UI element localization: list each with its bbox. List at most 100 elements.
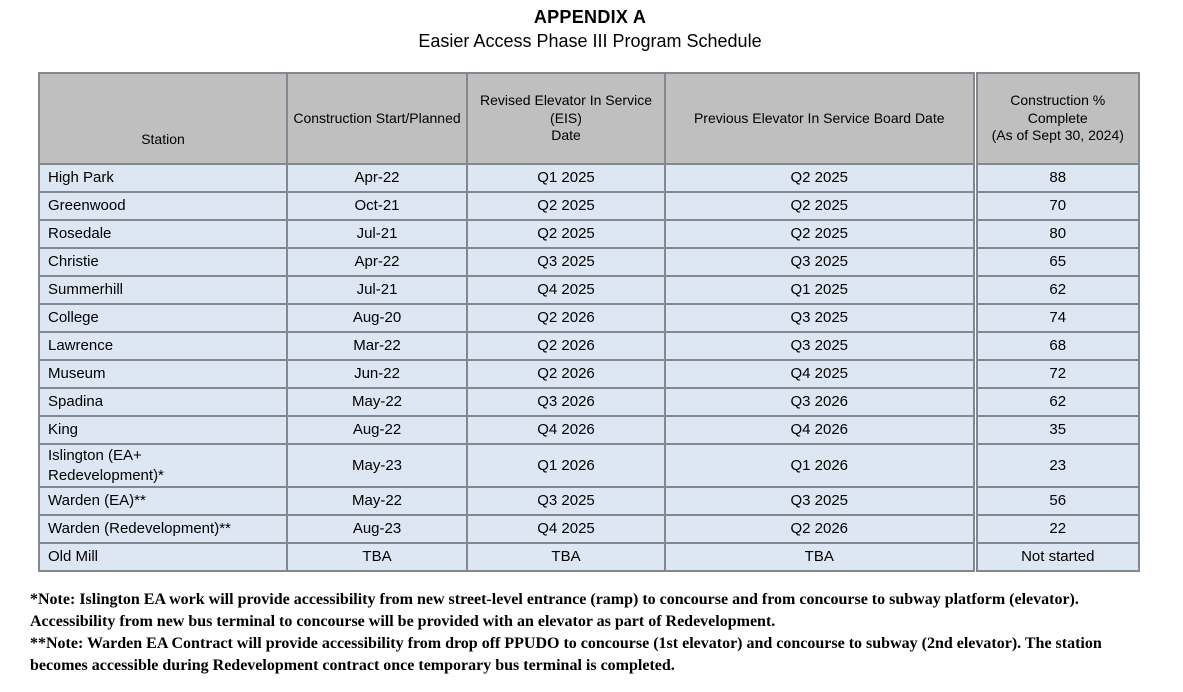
cell-previous_board_date: Q2 2026 [664, 514, 976, 544]
cell-pct_complete: 68 [972, 331, 1140, 361]
table-row: Rosedale Jul-21 Q2 2025 Q2 2025 80 [38, 219, 1140, 249]
cell-revised_eis: TBA [466, 542, 666, 572]
cell-construction_start: Apr-22 [286, 247, 468, 277]
cell-revised_eis: Q1 2025 [466, 163, 666, 193]
cell-previous_board_date: Q3 2026 [664, 387, 976, 417]
cell-station: Warden (Redevelopment)** [38, 514, 288, 544]
cell-construction_start: Jul-21 [286, 275, 468, 305]
column-header-station: Station [38, 72, 288, 165]
cell-station: Museum [38, 359, 288, 389]
cell-revised_eis: Q3 2025 [466, 486, 666, 516]
cell-construction_start: Aug-20 [286, 303, 468, 333]
cell-construction_start: Jun-22 [286, 359, 468, 389]
cell-construction_start: Jul-21 [286, 219, 468, 249]
cell-pct_complete: Not started [972, 542, 1140, 572]
cell-previous_board_date: Q3 2025 [664, 247, 976, 277]
cell-station: Spadina [38, 387, 288, 417]
cell-station: Summerhill [38, 275, 288, 305]
title-block: APPENDIX A Easier Access Phase III Progr… [40, 7, 1140, 52]
column-header-construction-start: Construction Start/Planned [286, 72, 468, 165]
cell-previous_board_date: Q1 2025 [664, 275, 976, 305]
cell-pct_complete: 70 [972, 191, 1140, 221]
table-body: High Park Apr-22 Q1 2025 Q2 2025 88 Greenwood… [38, 163, 1140, 572]
table-row: Summerhill Jul-21 Q4 2025 Q1 2025 62 [38, 275, 1140, 305]
cell-station: King [38, 415, 288, 445]
cell-construction_start: Aug-22 [286, 415, 468, 445]
cell-construction_start: May-22 [286, 486, 468, 516]
cell-previous_board_date: Q1 2026 [664, 443, 976, 488]
cell-pct_complete: 72 [972, 359, 1140, 389]
footnote-warden: **Note: Warden EA Contract will provide … [30, 635, 1102, 675]
cell-construction_start: Apr-22 [286, 163, 468, 193]
cell-pct_complete: 65 [972, 247, 1140, 277]
cell-pct_complete: 22 [972, 514, 1140, 544]
cell-revised_eis: Q2 2025 [466, 191, 666, 221]
page-subtitle: Easier Access Phase III Program Schedule [418, 31, 762, 51]
column-header-pct-complete: Construction % Complete (As of Sept 30, … [972, 72, 1140, 165]
table-row: King Aug-22 Q4 2026 Q4 2026 35 [38, 415, 1140, 445]
cell-pct_complete: 80 [972, 219, 1140, 249]
cell-revised_eis: Q4 2025 [466, 514, 666, 544]
table-row: Greenwood Oct-21 Q2 2025 Q2 2025 70 [38, 191, 1140, 221]
table-header: Station Construction Start/Planned Revis… [38, 72, 1140, 165]
table-row: College Aug-20 Q2 2026 Q3 2025 74 [38, 303, 1140, 333]
cell-construction_start: May-22 [286, 387, 468, 417]
cell-station: Greenwood [38, 191, 288, 221]
page-title: APPENDIX A [533, 7, 647, 27]
cell-previous_board_date: Q3 2025 [664, 303, 976, 333]
cell-revised_eis: Q4 2025 [466, 275, 666, 305]
cell-construction_start: TBA [286, 542, 468, 572]
cell-revised_eis: Q4 2026 [466, 415, 666, 445]
cell-pct_complete: 62 [972, 387, 1140, 417]
cell-station: College [38, 303, 288, 333]
cell-station: Islington (EA+ Redevelopment)* [38, 443, 288, 488]
cell-revised_eis: Q1 2026 [466, 443, 666, 488]
cell-pct_complete: 88 [972, 163, 1140, 193]
table-row: Spadina May-22 Q3 2026 Q3 2026 62 [38, 387, 1140, 417]
program-schedule-table: Station Construction Start/Planned Revis… [38, 72, 1140, 572]
cell-station: Old Mill [38, 542, 288, 572]
cell-revised_eis: Q3 2025 [466, 247, 666, 277]
cell-pct_complete: 23 [972, 443, 1140, 488]
cell-pct_complete: 62 [972, 275, 1140, 305]
cell-revised_eis: Q3 2026 [466, 387, 666, 417]
cell-revised_eis: Q2 2026 [466, 359, 666, 389]
column-header-revised-eis-date: Revised Elevator In Service (EIS) Date [466, 72, 666, 165]
cell-previous_board_date: Q4 2025 [664, 359, 976, 389]
footnotes: *Note: Islington EA work will provide ac… [30, 589, 1153, 677]
cell-construction_start: May-23 [286, 443, 468, 488]
footnote-islington: *Note: Islington EA work will provide ac… [30, 591, 1079, 631]
cell-station: Rosedale [38, 219, 288, 249]
cell-station: Warden (EA)** [38, 486, 288, 516]
cell-construction_start: Aug-23 [286, 514, 468, 544]
cell-previous_board_date: Q3 2025 [664, 331, 976, 361]
cell-station: High Park [38, 163, 288, 193]
cell-previous_board_date: Q4 2026 [664, 415, 976, 445]
table-row: Lawrence Mar-22 Q2 2026 Q3 2025 68 [38, 331, 1140, 361]
cell-revised_eis: Q2 2026 [466, 331, 666, 361]
cell-previous_board_date: Q3 2025 [664, 486, 976, 516]
cell-station: Christie [38, 247, 288, 277]
cell-revised_eis: Q2 2025 [466, 219, 666, 249]
cell-construction_start: Mar-22 [286, 331, 468, 361]
cell-pct_complete: 35 [972, 415, 1140, 445]
cell-station: Lawrence [38, 331, 288, 361]
cell-previous_board_date: TBA [664, 542, 976, 572]
table-row: Warden (Redevelopment)** Aug-23 Q4 2025 Q2 … [38, 514, 1140, 544]
column-header-previous-board-date: Previous Elevator In Service Board Date [664, 72, 976, 165]
cell-pct_complete: 56 [972, 486, 1140, 516]
table-row: High Park Apr-22 Q1 2025 Q2 2025 88 [38, 163, 1140, 193]
table-row: Old Mill TBA TBA TBA Not started [38, 542, 1140, 572]
table-row: Museum Jun-22 Q2 2026 Q4 2025 72 [38, 359, 1140, 389]
cell-revised_eis: Q2 2026 [466, 303, 666, 333]
cell-construction_start: Oct-21 [286, 191, 468, 221]
cell-previous_board_date: Q2 2025 [664, 219, 976, 249]
table-row: Islington (EA+ Redevelopment)* May-23 Q1 2… [38, 443, 1140, 488]
table-header-row: Station Construction Start/Planned Revis… [38, 72, 1140, 165]
table-row: Warden (EA)** May-22 Q3 2025 Q3 2025 56 [38, 486, 1140, 516]
table-row: Christie Apr-22 Q3 2025 Q3 2025 65 [38, 247, 1140, 277]
cell-pct_complete: 74 [972, 303, 1140, 333]
cell-previous_board_date: Q2 2025 [664, 163, 976, 193]
cell-previous_board_date: Q2 2025 [664, 191, 976, 221]
